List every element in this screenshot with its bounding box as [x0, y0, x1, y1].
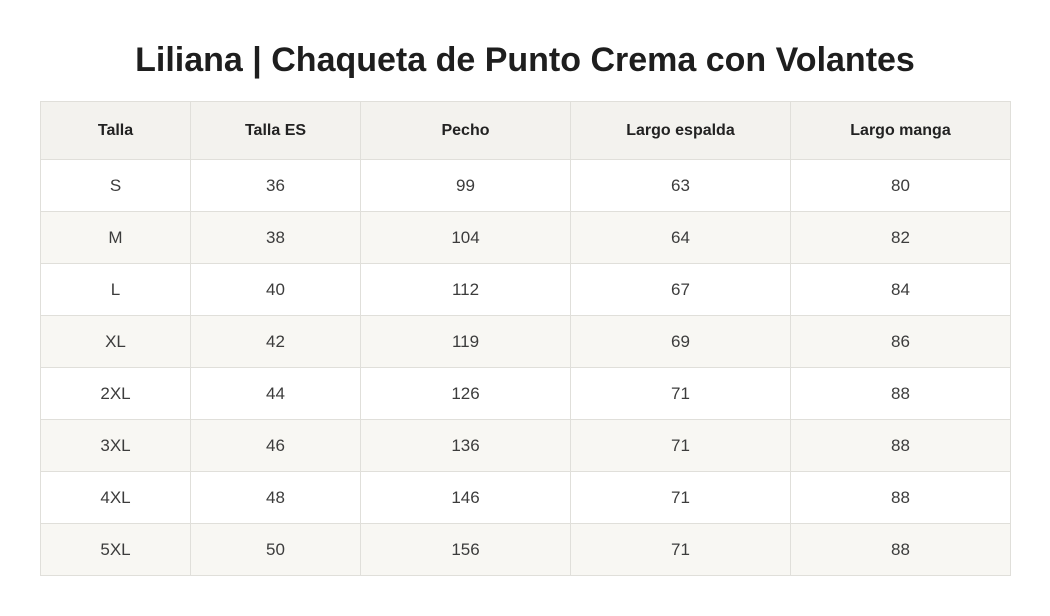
- cell-pecho: 99: [360, 159, 571, 212]
- table-row: S 36 99 63 80: [40, 159, 1011, 212]
- cell-largo-espalda: 71: [570, 523, 791, 576]
- cell-largo-manga: 80: [790, 159, 1011, 212]
- cell-largo-manga: 84: [790, 263, 1011, 316]
- cell-talla-es: 42: [190, 315, 361, 368]
- table-row: XL 42 119 69 86: [40, 315, 1011, 368]
- cell-talla: S: [40, 159, 191, 212]
- table-row: 3XL 46 136 71 88: [40, 419, 1011, 472]
- cell-largo-espalda: 71: [570, 367, 791, 420]
- column-header-talla-es: Talla ES: [190, 101, 361, 160]
- column-header-largo-manga: Largo manga: [790, 101, 1011, 160]
- cell-largo-espalda: 64: [570, 211, 791, 264]
- cell-talla-es: 36: [190, 159, 361, 212]
- cell-talla-es: 44: [190, 367, 361, 420]
- cell-largo-espalda: 71: [570, 471, 791, 524]
- cell-largo-manga: 88: [790, 471, 1011, 524]
- cell-largo-manga: 88: [790, 367, 1011, 420]
- cell-talla: M: [40, 211, 191, 264]
- page-title: Liliana | Chaqueta de Punto Crema con Vo…: [135, 41, 915, 79]
- cell-largo-manga: 88: [790, 419, 1011, 472]
- cell-talla-es: 46: [190, 419, 361, 472]
- cell-largo-espalda: 67: [570, 263, 791, 316]
- cell-pecho: 156: [360, 523, 571, 576]
- cell-talla-es: 38: [190, 211, 361, 264]
- cell-talla-es: 40: [190, 263, 361, 316]
- cell-talla: 3XL: [40, 419, 191, 472]
- table-header-row: Talla Talla ES Pecho Largo espalda Largo…: [40, 101, 1011, 160]
- cell-pecho: 136: [360, 419, 571, 472]
- cell-largo-espalda: 71: [570, 419, 791, 472]
- cell-pecho: 104: [360, 211, 571, 264]
- cell-largo-manga: 82: [790, 211, 1011, 264]
- cell-talla-es: 48: [190, 471, 361, 524]
- cell-talla: XL: [40, 315, 191, 368]
- cell-pecho: 126: [360, 367, 571, 420]
- table-row: L 40 112 67 84: [40, 263, 1011, 316]
- table-row: M 38 104 64 82: [40, 211, 1011, 264]
- cell-talla: 4XL: [40, 471, 191, 524]
- cell-pecho: 112: [360, 263, 571, 316]
- size-chart-table: Talla Talla ES Pecho Largo espalda Largo…: [40, 101, 1011, 576]
- table-row: 5XL 50 156 71 88: [40, 523, 1011, 576]
- column-header-largo-espalda: Largo espalda: [570, 101, 791, 160]
- column-header-talla: Talla: [40, 101, 191, 160]
- cell-largo-espalda: 63: [570, 159, 791, 212]
- table-row: 2XL 44 126 71 88: [40, 367, 1011, 420]
- cell-largo-espalda: 69: [570, 315, 791, 368]
- cell-largo-manga: 88: [790, 523, 1011, 576]
- cell-largo-manga: 86: [790, 315, 1011, 368]
- column-header-pecho: Pecho: [360, 101, 571, 160]
- cell-talla: L: [40, 263, 191, 316]
- cell-pecho: 119: [360, 315, 571, 368]
- cell-talla: 2XL: [40, 367, 191, 420]
- cell-talla: 5XL: [40, 523, 191, 576]
- cell-talla-es: 50: [190, 523, 361, 576]
- table-row: 4XL 48 146 71 88: [40, 471, 1011, 524]
- cell-pecho: 146: [360, 471, 571, 524]
